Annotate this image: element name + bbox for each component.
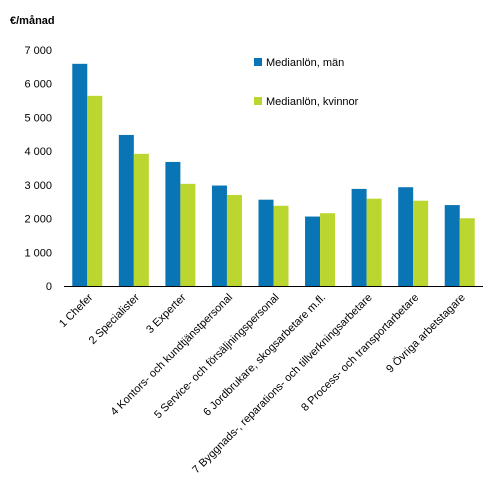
legend-label-kvinnor: Medianlön, kvinnor xyxy=(266,96,359,108)
y-tick-label: 2 000 xyxy=(24,214,52,226)
bar-man-9 xyxy=(444,205,460,286)
y-axis-unit-label: €/månad xyxy=(10,15,55,27)
x-category-label: 2 Specialister xyxy=(87,291,142,346)
bar-man-7 xyxy=(351,188,367,286)
bar-kvinnor-5 xyxy=(273,205,289,286)
legend-swatch-man xyxy=(254,58,262,66)
bar-man-1 xyxy=(72,63,88,286)
y-tick-label: 1 000 xyxy=(24,247,52,259)
x-category-label: 7 Byggnads-, reparations- och tillverkni… xyxy=(190,292,374,476)
y-tick-label: 0 xyxy=(46,281,52,293)
x-category-label: 3 Experter xyxy=(144,291,189,336)
bar-man-2 xyxy=(118,134,134,286)
bar-kvinnor-9 xyxy=(459,218,475,286)
y-tick-label: 7 000 xyxy=(24,45,52,57)
bar-kvinnor-6 xyxy=(320,213,336,286)
legend: Medianlön, män Medianlön, kvinnor xyxy=(254,57,359,108)
bar-kvinnor-4 xyxy=(226,194,242,286)
y-tick-label: 6 000 xyxy=(24,79,52,91)
legend-swatch-kvinnor xyxy=(254,97,262,105)
bar-kvinnor-7 xyxy=(366,198,382,286)
bar-man-8 xyxy=(398,187,414,286)
bar-kvinnor-2 xyxy=(133,153,149,286)
bar-kvinnor-8 xyxy=(413,200,429,286)
bar-kvinnor-3 xyxy=(180,183,196,286)
y-tick-label: 3 000 xyxy=(24,180,52,192)
y-axis-ticks: 0 1 000 2 000 3 000 4 000 5 000 6 000 7 000 xyxy=(24,45,52,293)
bars-group xyxy=(72,63,475,286)
bar-man-4 xyxy=(211,185,227,286)
bar-man-5 xyxy=(258,199,274,286)
x-category-label: 1 Chefer xyxy=(57,291,96,330)
x-category-label: 9 Övriga arbetstagare xyxy=(384,292,468,376)
legend-label-man: Medianlön, män xyxy=(266,57,344,69)
y-tick-label: 4 000 xyxy=(24,146,52,158)
bar-kvinnor-1 xyxy=(87,95,103,286)
bar-man-6 xyxy=(305,216,321,286)
bar-man-3 xyxy=(165,161,181,286)
y-tick-label: 5 000 xyxy=(24,112,52,124)
